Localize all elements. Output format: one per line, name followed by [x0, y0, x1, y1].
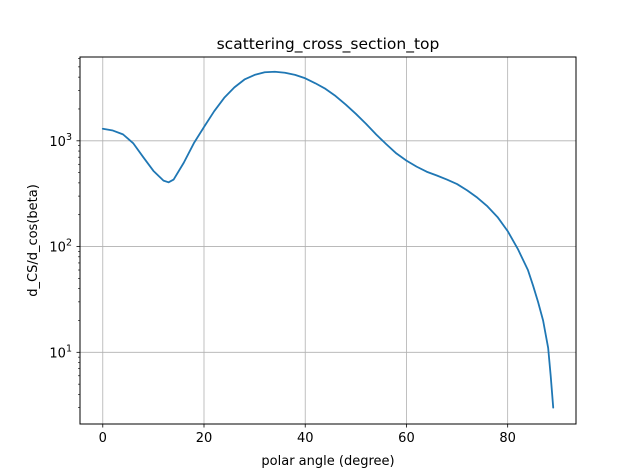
x-tick-label: 60	[398, 431, 415, 446]
y-axis-label: d_CS/d_cos(beta)	[26, 184, 41, 297]
x-tick-label: 80	[499, 431, 516, 446]
x-tick-label: 20	[196, 431, 213, 446]
y-tick-label: 103	[49, 132, 72, 150]
series-line-0	[101, 70, 555, 409]
x-axis-label: polar angle (degree)	[261, 454, 394, 469]
y-axis-ticks: 101 102 103	[49, 58, 80, 408]
series-layer	[101, 70, 555, 409]
x-tick-label: 0	[99, 431, 107, 446]
chart-title: scattering_cross_section_top	[217, 35, 440, 54]
x-tick-label: 40	[297, 431, 314, 446]
y-tick-label: 101	[49, 343, 72, 361]
grid	[80, 57, 576, 424]
plot-frame	[79, 56, 577, 425]
y-tick-label: 102	[49, 238, 72, 256]
x-axis-ticks: 0 20 40 60 80	[99, 424, 516, 446]
